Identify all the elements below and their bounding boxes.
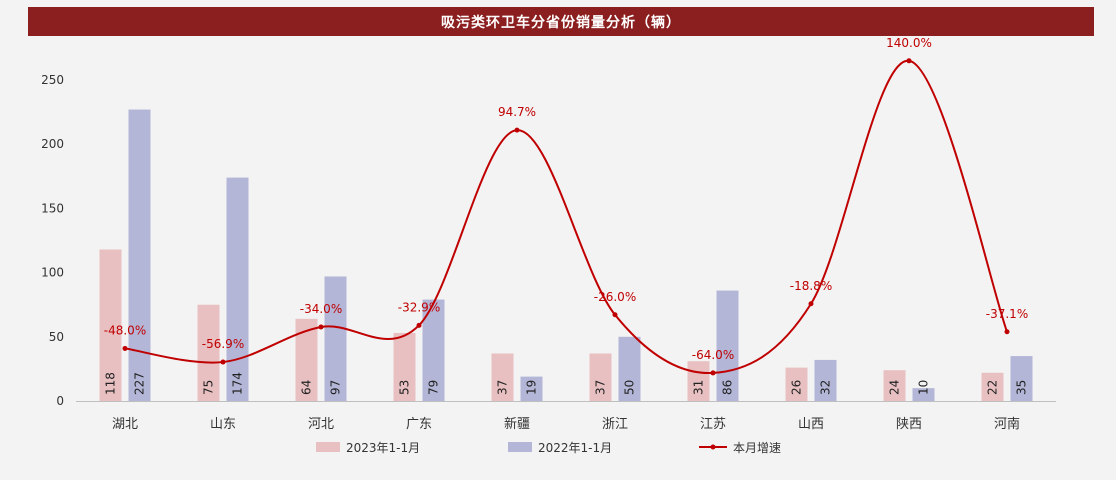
growth-label: -32.9%: [398, 300, 440, 314]
bar-2022: [814, 359, 837, 401]
bar-2022: [716, 290, 739, 401]
bar-2023: [295, 318, 318, 401]
bar-value-label-2023: 31: [692, 380, 706, 395]
bar-value-label-2023: 24: [888, 380, 902, 395]
bar-value-label-2022: 79: [427, 380, 441, 395]
bar-value-label-2023: 64: [300, 380, 314, 395]
bar-value-label-2023: 37: [594, 380, 608, 395]
bar-value-label-2023: 37: [496, 380, 510, 395]
bar-2023: [981, 372, 1004, 401]
bar-2022: [128, 109, 151, 402]
legend-label-growth: 本月增速: [733, 441, 781, 455]
x-category-label: 陕西: [896, 417, 922, 432]
y-tick-label: 200: [41, 137, 64, 151]
growth-point: [122, 345, 128, 351]
bar-2022: [912, 388, 935, 401]
bar-2023: [393, 332, 416, 401]
growth-point: [416, 322, 422, 328]
bar-2023: [99, 249, 122, 401]
y-tick-label: 150: [41, 201, 64, 215]
growth-label: -18.8%: [790, 279, 832, 293]
chart-title-bar: 吸污类环卫车分省份销量分析（辆）: [28, 7, 1094, 36]
x-category-label: 新疆: [504, 416, 530, 432]
legend-marker-growth: [710, 444, 716, 450]
bar-value-label-2022: 86: [721, 380, 735, 395]
legend-swatch-2022: [508, 442, 532, 452]
growth-point: [612, 312, 618, 318]
bar-value-label-2022: 10: [917, 380, 931, 395]
growth-label: 94.7%: [498, 105, 536, 119]
bar-2023: [883, 370, 906, 401]
x-category-label: 山东: [210, 417, 236, 432]
legend-swatch-2023: [316, 442, 340, 452]
growth-label: -34.0%: [300, 302, 342, 316]
growth-label: -64.0%: [692, 348, 734, 362]
bar-value-label-2022: 19: [525, 380, 539, 395]
bar-value-label-2023: 22: [986, 380, 1000, 395]
bar-value-label-2022: 50: [623, 380, 637, 395]
bar-2023: [589, 353, 612, 401]
bar-2023: [785, 367, 808, 401]
x-category-label: 江苏: [700, 416, 726, 432]
chart-title: 吸污类环卫车分省份销量分析（辆）: [441, 14, 681, 31]
x-category-label: 湖北: [112, 417, 138, 432]
y-tick-label: 50: [49, 330, 64, 344]
y-tick-label: 100: [41, 266, 64, 280]
growth-label: -37.1%: [986, 307, 1028, 321]
x-category-label: 河南: [994, 416, 1020, 432]
growth-label: -48.0%: [104, 323, 146, 337]
bar-value-label-2022: 227: [133, 372, 147, 395]
growth-point: [514, 127, 520, 133]
bar-2022: [618, 336, 641, 401]
bar-value-label-2022: 35: [1015, 380, 1029, 395]
growth-point: [1004, 329, 1010, 335]
bar-2023: [491, 353, 514, 401]
bar-2022: [1010, 356, 1033, 401]
bar-value-label-2023: 118: [104, 372, 118, 395]
bar-value-label-2022: 32: [819, 380, 833, 395]
x-category-label: 浙江: [602, 417, 628, 432]
growth-label: -56.9%: [202, 337, 244, 351]
x-category-label: 广东: [406, 417, 432, 432]
growth-point: [318, 324, 324, 330]
growth-point: [220, 359, 226, 365]
bar-value-label-2022: 97: [329, 380, 343, 395]
bar-value-label-2023: 75: [202, 380, 216, 395]
growth-line: [124, 59, 1008, 374]
x-category-label: 山西: [798, 417, 824, 432]
bar-value-label-2022: 174: [231, 372, 245, 395]
bar-2022: [422, 299, 445, 401]
legend-label-2022: 2022年1-1月: [538, 441, 612, 455]
legend-label-2023: 2023年1-1月: [346, 441, 420, 455]
bar-2022: [226, 177, 249, 401]
bar-2022: [520, 376, 543, 401]
growth-point: [906, 58, 912, 64]
y-tick-label: 0: [56, 394, 64, 408]
bar-value-label-2023: 53: [398, 380, 412, 395]
x-category-label: 河北: [308, 417, 334, 432]
growth-label: 140.0%: [886, 36, 932, 50]
growth-point: [710, 370, 716, 376]
bar-2023: [197, 304, 220, 401]
growth-point: [808, 301, 814, 307]
bar-value-label-2023: 26: [790, 380, 804, 395]
y-tick-label: 250: [41, 73, 64, 87]
growth-label: -26.0%: [594, 290, 636, 304]
bar-2022: [324, 276, 347, 401]
